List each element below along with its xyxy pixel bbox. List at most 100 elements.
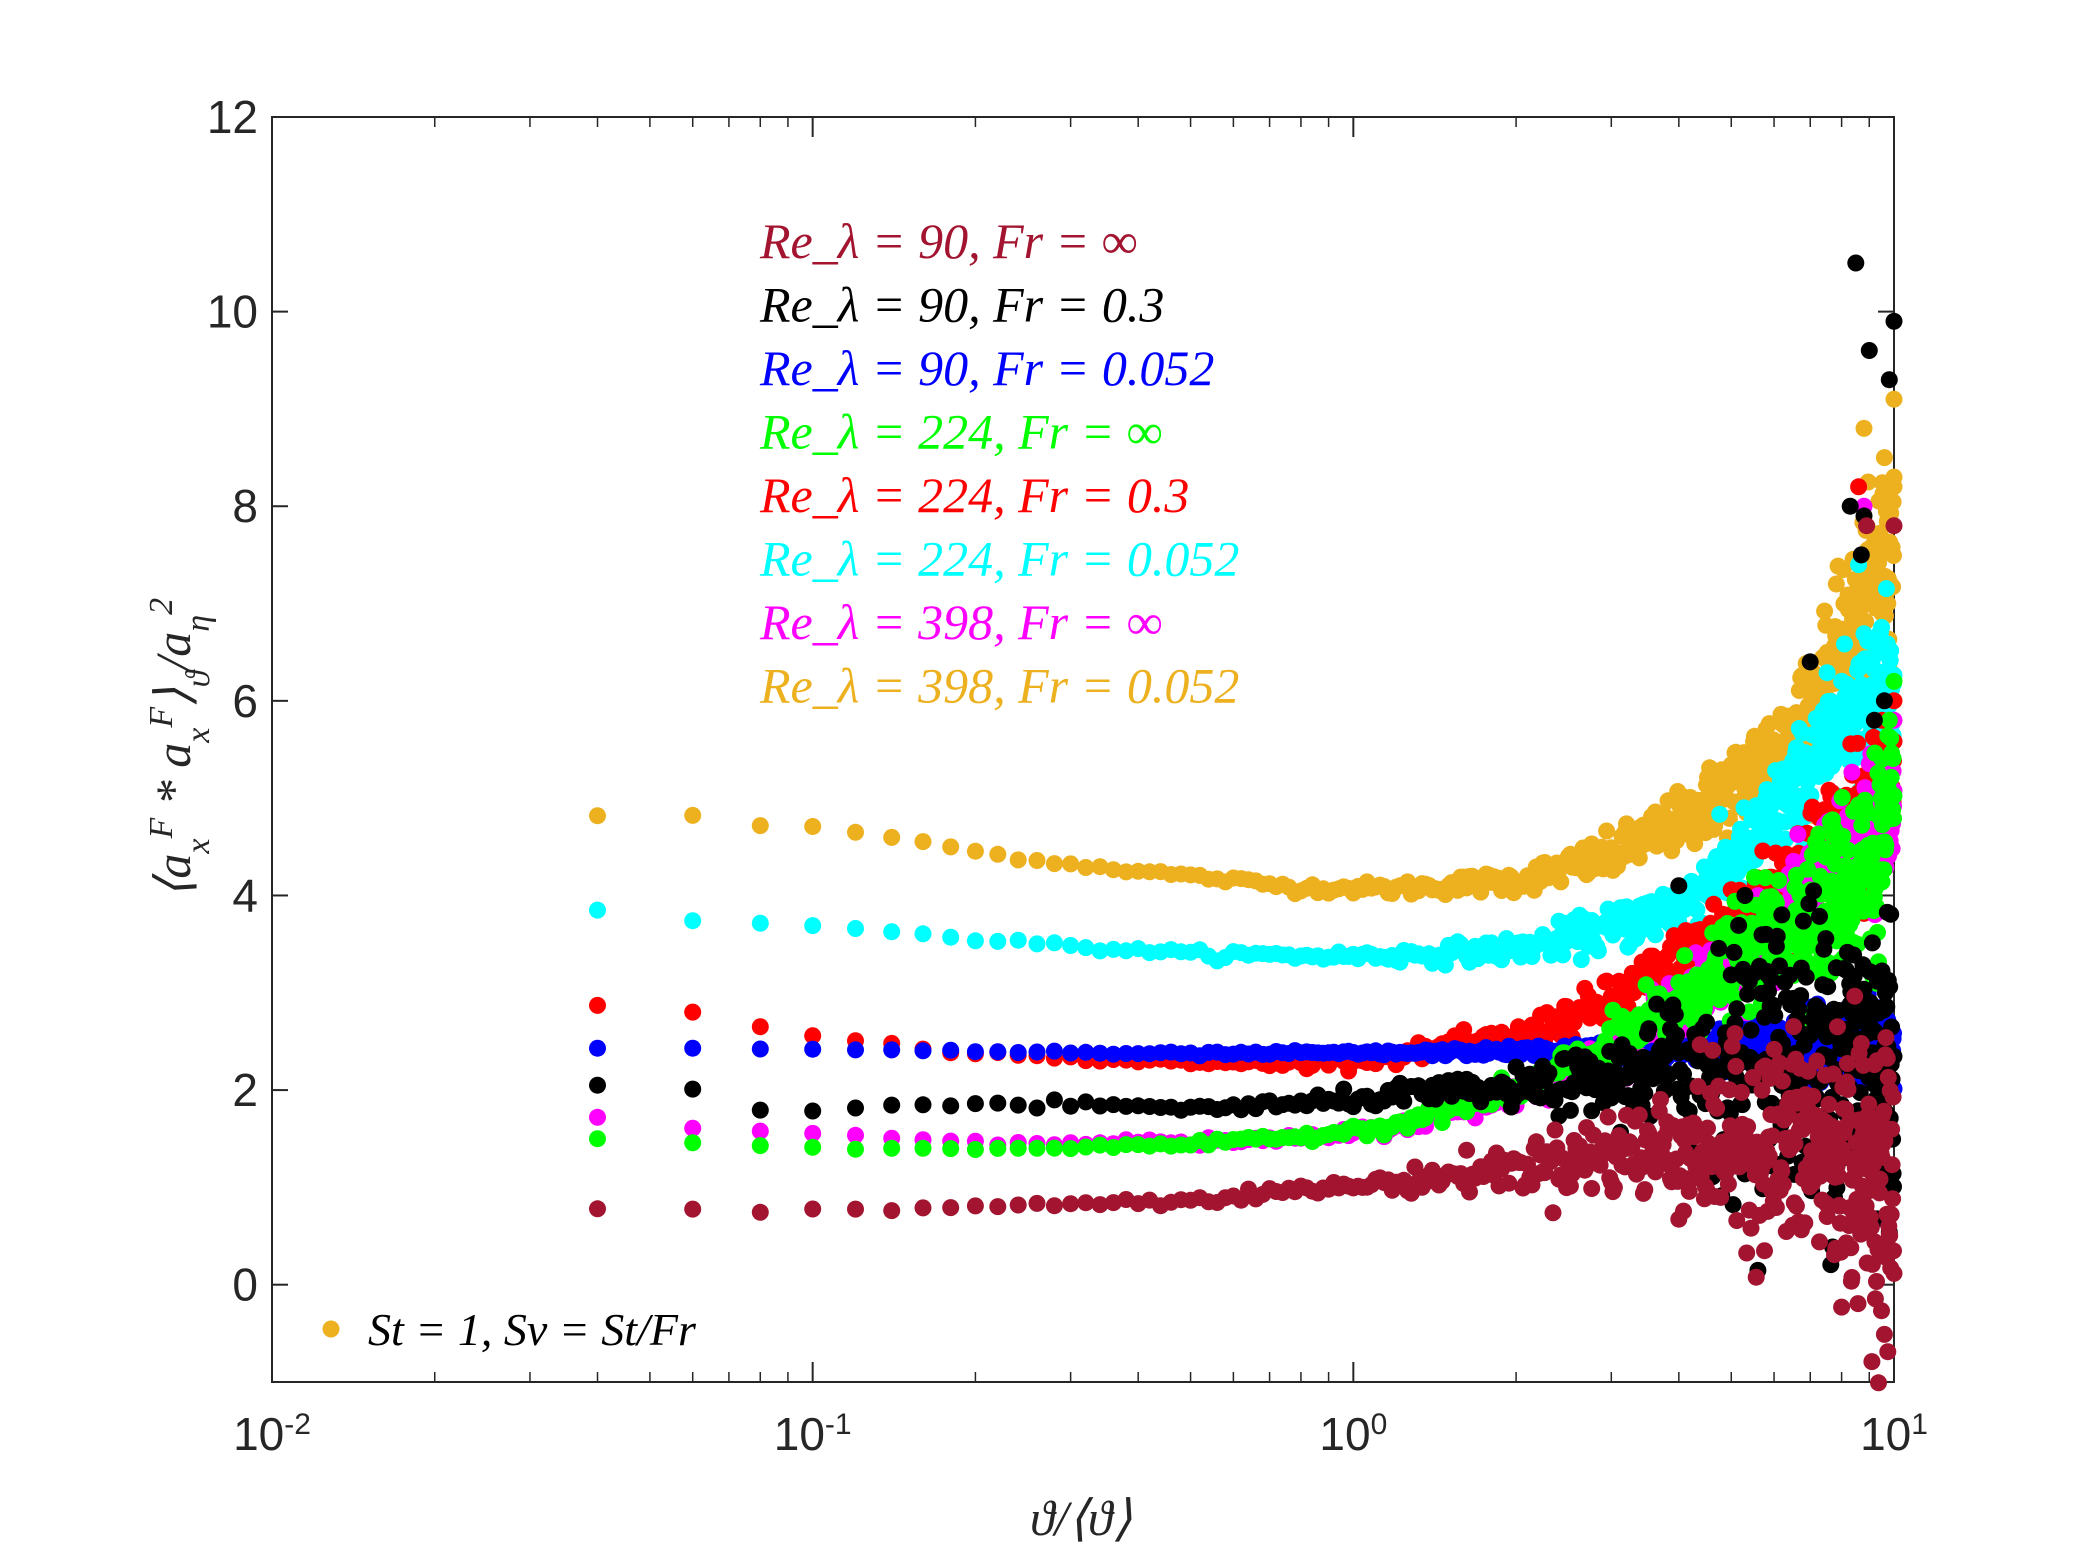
data-point	[1668, 1026, 1685, 1044]
x-tick-label: 10-2	[233, 1408, 311, 1461]
data-point	[1819, 978, 1837, 996]
data-point	[1062, 1044, 1080, 1062]
data-point	[1730, 916, 1748, 934]
data-point	[1666, 1006, 1684, 1024]
data-point	[1767, 1199, 1785, 1216]
data-point	[589, 1039, 606, 1057]
data-point	[1796, 1214, 1814, 1232]
data-point	[883, 1202, 901, 1220]
data-point	[1727, 1057, 1745, 1075]
data-point	[1764, 1127, 1781, 1145]
data-point	[1882, 768, 1900, 786]
data-point	[1704, 1041, 1722, 1059]
data-point	[1877, 836, 1895, 854]
data-point	[1852, 1035, 1870, 1052]
data-point	[684, 1134, 702, 1152]
data-point	[1062, 855, 1080, 873]
data-point	[1091, 1136, 1109, 1154]
data-point	[1829, 1018, 1846, 1036]
data-point	[1739, 1118, 1757, 1136]
data-point	[1104, 1096, 1122, 1114]
y-tick-label: 6	[232, 675, 258, 727]
data-point	[1710, 939, 1728, 957]
data-point	[1849, 734, 1866, 752]
data-point	[914, 833, 932, 851]
data-point	[1833, 1298, 1851, 1316]
data-point	[1636, 1181, 1654, 1199]
data-point	[1830, 1167, 1848, 1185]
data-point	[684, 1003, 702, 1021]
data-point	[1104, 940, 1122, 958]
data-point	[1762, 970, 1780, 988]
y-tick-label: 0	[232, 1259, 258, 1311]
data-point	[1883, 1120, 1901, 1138]
data-point	[1708, 962, 1726, 980]
data-point	[1045, 855, 1063, 873]
data-point	[942, 1041, 960, 1059]
data-point	[1884, 1088, 1902, 1106]
data-point	[1636, 1084, 1654, 1102]
data-point	[1860, 1095, 1878, 1113]
data-point	[1676, 947, 1694, 965]
data-point	[914, 1096, 932, 1114]
data-point	[966, 1141, 984, 1158]
data-point	[1883, 1156, 1901, 1174]
data-point	[751, 1137, 769, 1155]
legend-entry: Re_λ = 224, Fr = ∞	[759, 404, 1163, 460]
data-point	[1633, 1158, 1651, 1176]
data-point	[1811, 1233, 1828, 1251]
data-point	[1747, 1268, 1765, 1286]
data-point	[883, 1041, 901, 1059]
data-point	[1605, 1179, 1623, 1196]
data-point	[1688, 901, 1706, 919]
data-point	[1104, 1139, 1122, 1156]
data-point	[1726, 1025, 1744, 1043]
data-point	[1728, 1212, 1746, 1229]
legend-entry: Re_λ = 90, Fr = ∞	[759, 213, 1138, 269]
data-point	[1618, 815, 1635, 833]
data-point	[804, 818, 822, 835]
data-point	[1711, 805, 1729, 823]
axis-ticks: 0 2 4 6 8 10 12 10-2 10-1 100 101	[207, 91, 1928, 1460]
data-point	[1546, 1121, 1564, 1139]
data-point	[1009, 1044, 1027, 1061]
data-point	[1879, 1068, 1897, 1086]
data-point	[1062, 937, 1080, 954]
data-point	[589, 901, 606, 919]
data-point	[1117, 1097, 1135, 1115]
data-point	[1877, 580, 1895, 598]
data-point	[1680, 1182, 1698, 1200]
data-point	[1652, 1091, 1669, 1108]
data-point	[1885, 672, 1903, 690]
data-point	[1875, 692, 1893, 710]
data-point	[1699, 1119, 1716, 1137]
data-point	[966, 1043, 984, 1061]
data-point	[1028, 852, 1046, 869]
data-point	[1786, 1135, 1804, 1153]
data-point	[684, 1200, 702, 1218]
data-point	[1062, 1195, 1080, 1213]
data-point	[1805, 882, 1823, 900]
data-point	[804, 1102, 822, 1120]
data-point	[1623, 1136, 1641, 1154]
data-point	[1733, 1096, 1751, 1114]
data-point	[1009, 851, 1027, 869]
data-point	[1774, 1175, 1792, 1193]
data-point	[914, 925, 932, 943]
data-point	[1045, 1042, 1063, 1060]
data-point	[1860, 342, 1878, 359]
data-point	[1725, 943, 1743, 961]
legend-entry: Re_λ = 224, Fr = 0.3	[759, 467, 1189, 523]
data-point	[804, 1124, 822, 1142]
data-point	[804, 1027, 822, 1045]
data-point	[1885, 312, 1903, 330]
data-points	[589, 254, 1903, 1392]
data-point	[847, 1126, 864, 1144]
data-point	[1885, 390, 1903, 408]
data-point	[1808, 1052, 1826, 1070]
data-point	[1862, 1218, 1880, 1236]
data-point	[1009, 1096, 1027, 1114]
data-point	[1028, 1194, 1046, 1212]
data-point	[989, 845, 1007, 863]
data-point	[1865, 711, 1883, 729]
